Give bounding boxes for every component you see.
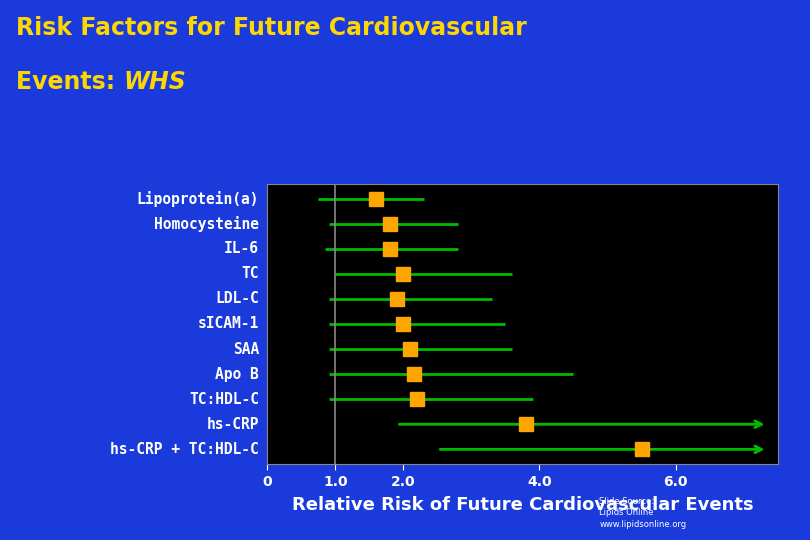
Text: Slide Source:
Lipids Online
www.lipidsonline.org: Slide Source: Lipids Online www.lipidson… [599, 497, 687, 529]
Text: sICAM-1: sICAM-1 [198, 316, 259, 332]
X-axis label: Relative Risk of Future Cardiovascular Events: Relative Risk of Future Cardiovascular E… [292, 496, 753, 514]
Text: TC:HDL-C: TC:HDL-C [190, 392, 259, 407]
Text: WHS: WHS [124, 70, 186, 94]
Text: TC: TC [241, 266, 259, 281]
Text: Risk Factors for Future Cardiovascular: Risk Factors for Future Cardiovascular [16, 16, 527, 40]
Text: LDL-C: LDL-C [215, 292, 259, 306]
Text: hs-CRP + TC:HDL-C: hs-CRP + TC:HDL-C [110, 442, 259, 457]
Text: hs-CRP: hs-CRP [207, 417, 259, 432]
Text: Homocysteine: Homocysteine [154, 215, 259, 232]
Text: IL-6: IL-6 [224, 241, 259, 256]
Text: Apo B: Apo B [215, 367, 259, 382]
Text: Lipoprotein(a): Lipoprotein(a) [137, 191, 259, 207]
Text: SAA: SAA [233, 342, 259, 356]
Text: Events:: Events: [16, 70, 124, 94]
